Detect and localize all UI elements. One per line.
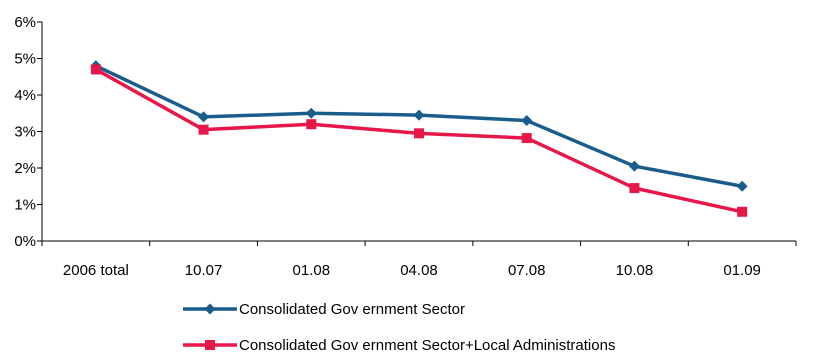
- data-point: [198, 124, 209, 135]
- data-point: [198, 111, 210, 123]
- data-point: [414, 128, 424, 139]
- y-tick-label: 6%: [14, 14, 36, 31]
- y-ticks: 0% 1% 2% 3% 4% 5% 6%: [14, 14, 42, 250]
- data-point: [736, 180, 748, 192]
- legend-item: Consolidated Gov ernment Sector: [183, 301, 465, 318]
- y-tick-label: 2%: [14, 160, 36, 177]
- data-point: [629, 183, 640, 194]
- series-layer: [90, 60, 748, 217]
- x-tick-label: 10.07: [185, 262, 223, 279]
- x-ticks: 2006 total 10.07 01.08 04.08 07.08 10.08 01.09: [41, 241, 797, 279]
- x-tick-label: 2006 total: [63, 262, 129, 279]
- x-tick-label: 10.08: [616, 262, 654, 279]
- legend: Consolidated Gov ernment Sector Consolida…: [183, 301, 615, 353]
- data-point: [306, 119, 317, 130]
- data-point: [737, 206, 748, 217]
- x-tick-label: 07.08: [508, 262, 546, 279]
- series-1: [90, 60, 748, 192]
- legend-swatch-marker: [205, 340, 215, 350]
- y-tick-label: 3%: [14, 124, 36, 141]
- legend-label: Consolidated Gov ernment Sector+Local Ad…: [239, 337, 615, 353]
- data-point: [521, 133, 532, 144]
- y-tick-label: 1%: [14, 197, 36, 214]
- series-2: [90, 64, 748, 217]
- legend-swatch-marker: [204, 303, 216, 315]
- data-point: [90, 64, 101, 75]
- x-tick-label: 04.08: [400, 262, 438, 279]
- y-tick-label: 5%: [14, 51, 36, 68]
- legend-label: Consolidated Gov ernment Sector: [239, 301, 465, 318]
- legend-item: Consolidated Gov ernment Sector+Local Ad…: [183, 337, 615, 353]
- series-line: [95, 64, 743, 188]
- data-point: [413, 109, 425, 121]
- x-tick-label: 01.09: [723, 262, 761, 279]
- x-tick-label: 01.08: [293, 262, 331, 279]
- series-line: [95, 67, 743, 214]
- data-point: [305, 107, 317, 119]
- data-point: [521, 115, 533, 127]
- y-tick-label: 0%: [14, 233, 36, 250]
- y-tick-label: 4%: [14, 87, 36, 104]
- data-point: [628, 160, 640, 172]
